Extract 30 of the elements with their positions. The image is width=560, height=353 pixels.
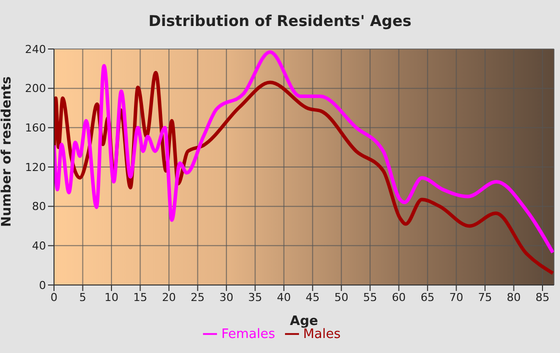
x-tick-label: 35 [248, 290, 262, 304]
x-tick-label: 55 [363, 290, 378, 304]
chart-title: Distribution of Residents' Ages [148, 12, 412, 30]
y-tick-label: 0 [39, 278, 46, 292]
y-tick-label: 120 [25, 160, 46, 174]
x-tick-label: 10 [104, 290, 118, 304]
x-tick-label: 50 [334, 290, 348, 304]
x-tick-label: 45 [306, 290, 320, 304]
x-axis-title: Age [290, 314, 318, 329]
x-tick-label: 15 [133, 290, 148, 304]
y-tick-label: 80 [32, 200, 46, 214]
x-tick-label: 65 [420, 290, 435, 304]
x-tick-label: 20 [162, 290, 176, 304]
x-tick-label: 0 [50, 290, 58, 304]
legend-label: Males [303, 327, 341, 342]
x-tick-label: 85 [536, 290, 550, 304]
y-tick-label: 200 [25, 82, 46, 96]
y-tick-label: 40 [32, 240, 46, 253]
x-tick-label: 75 [478, 290, 492, 304]
legend-label: Females [221, 327, 276, 342]
x-tick-label: 25 [190, 290, 205, 304]
y-tick-label: 240 [25, 42, 46, 56]
y-axis-title: Number of residents [0, 76, 15, 227]
x-tick-label: 30 [219, 290, 234, 304]
y-tick-label: 160 [25, 122, 46, 135]
x-tick-label: 80 [506, 290, 521, 304]
x-tick-label: 70 [449, 290, 464, 304]
x-tick-label: 5 [79, 290, 86, 304]
x-tick-label: 40 [276, 290, 291, 304]
x-tick-label: 60 [392, 290, 406, 304]
